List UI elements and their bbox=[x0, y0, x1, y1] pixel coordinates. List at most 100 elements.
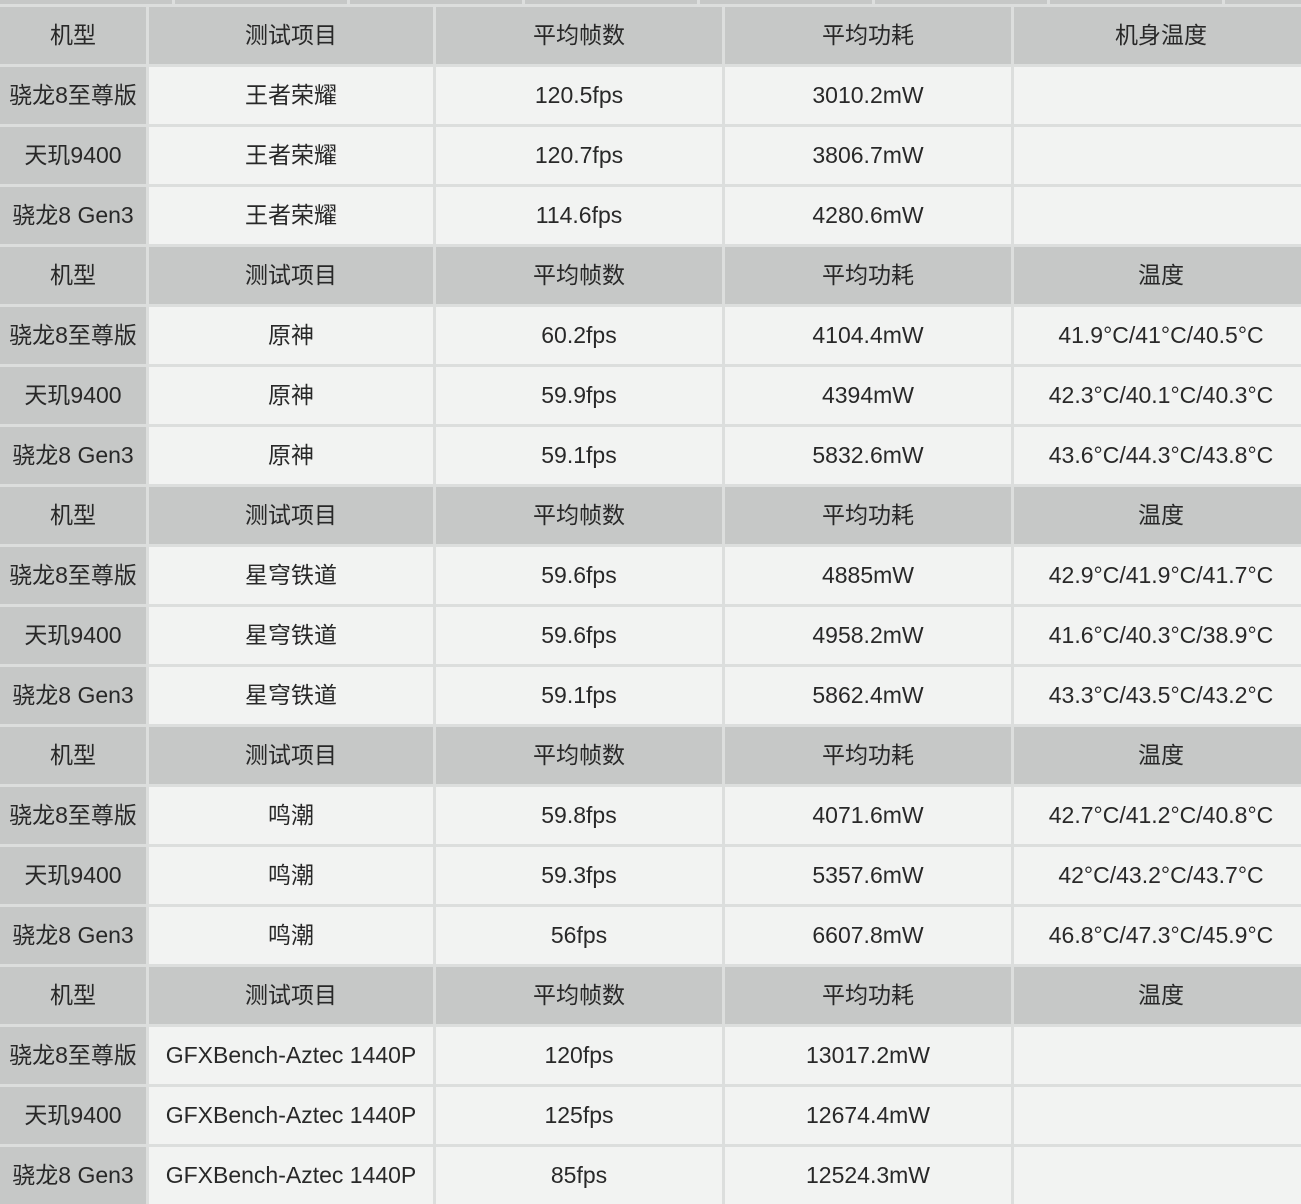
table-row: 骁龙8 Gen3 王者荣耀 114.6fps 4280.6mW bbox=[0, 187, 1301, 244]
cell-fps: 59.6fps bbox=[436, 547, 722, 604]
cell-fps: 60.2fps bbox=[436, 307, 722, 364]
header-cell-test: 测试项目 bbox=[149, 7, 433, 64]
cell-fps: 59.1fps bbox=[436, 667, 722, 724]
cell-temp: 41.9°C/41°C/40.5°C bbox=[1014, 307, 1301, 364]
cell-fps: 59.3fps bbox=[436, 847, 722, 904]
table-row: 骁龙8至尊版 GFXBench-Aztec 1440P 120fps 13017.2m… bbox=[0, 1027, 1301, 1084]
header-cell-model: 机型 bbox=[0, 487, 146, 544]
cell-temp: 41.6°C/40.3°C/38.9°C bbox=[1014, 607, 1301, 664]
header-cell-fps: 平均帧数 bbox=[436, 487, 722, 544]
section-header-row: 机型 测试项目 平均帧数 平均功耗 温度 bbox=[0, 727, 1301, 784]
header-cell-temp: 机身温度 bbox=[1014, 7, 1301, 64]
header-cell-fps: 平均帧数 bbox=[436, 967, 722, 1024]
cropped-cell bbox=[700, 0, 872, 4]
cropped-cell bbox=[525, 0, 697, 4]
header-cell-temp: 温度 bbox=[1014, 967, 1301, 1024]
cell-model: 骁龙8至尊版 bbox=[0, 67, 146, 124]
header-cell-power: 平均功耗 bbox=[725, 967, 1011, 1024]
table-row: 天玑9400 鸣潮 59.3fps 5357.6mW 42°C/43.2°C/43.7°… bbox=[0, 847, 1301, 904]
header-cell-model: 机型 bbox=[0, 727, 146, 784]
cell-model: 天玑9400 bbox=[0, 607, 146, 664]
cell-temp: 42°C/43.2°C/43.7°C bbox=[1014, 847, 1301, 904]
cell-temp bbox=[1014, 187, 1301, 244]
cell-power: 5862.4mW bbox=[725, 667, 1011, 724]
cropped-cell bbox=[1225, 0, 1301, 4]
header-cell-temp: 温度 bbox=[1014, 487, 1301, 544]
cell-model: 骁龙8 Gen3 bbox=[0, 187, 146, 244]
section-header-row: 机型 测试项目 平均帧数 平均功耗 机身温度 bbox=[0, 7, 1301, 64]
cell-test: 王者荣耀 bbox=[149, 127, 433, 184]
section-header-row: 机型 测试项目 平均帧数 平均功耗 温度 bbox=[0, 487, 1301, 544]
table-row: 骁龙8 Gen3 星穹铁道 59.1fps 5862.4mW 43.3°C/43.5°C… bbox=[0, 667, 1301, 724]
cell-model: 天玑9400 bbox=[0, 1087, 146, 1144]
cell-test: 鸣潮 bbox=[149, 847, 433, 904]
cell-fps: 120.7fps bbox=[436, 127, 722, 184]
cell-test: 星穹铁道 bbox=[149, 547, 433, 604]
cell-power: 4280.6mW bbox=[725, 187, 1011, 244]
cell-temp bbox=[1014, 1087, 1301, 1144]
header-cell-power: 平均功耗 bbox=[725, 7, 1011, 64]
cell-temp: 42.3°C/40.1°C/40.3°C bbox=[1014, 367, 1301, 424]
cell-fps: 125fps bbox=[436, 1087, 722, 1144]
cell-model: 骁龙8至尊版 bbox=[0, 307, 146, 364]
cell-model: 骁龙8 Gen3 bbox=[0, 427, 146, 484]
cropped-cell bbox=[0, 0, 172, 4]
cell-temp: 43.3°C/43.5°C/43.2°C bbox=[1014, 667, 1301, 724]
header-cell-power: 平均功耗 bbox=[725, 727, 1011, 784]
cell-power: 4104.4mW bbox=[725, 307, 1011, 364]
header-cell-test: 测试项目 bbox=[149, 247, 433, 304]
cell-power: 4394mW bbox=[725, 367, 1011, 424]
cell-fps: 59.8fps bbox=[436, 787, 722, 844]
header-cell-power: 平均功耗 bbox=[725, 247, 1011, 304]
header-cell-fps: 平均帧数 bbox=[436, 727, 722, 784]
cell-model: 天玑9400 bbox=[0, 847, 146, 904]
cell-temp: 43.6°C/44.3°C/43.8°C bbox=[1014, 427, 1301, 484]
cell-test: 鸣潮 bbox=[149, 787, 433, 844]
header-cell-temp: 温度 bbox=[1014, 727, 1301, 784]
cell-test: 原神 bbox=[149, 427, 433, 484]
cell-power: 4071.6mW bbox=[725, 787, 1011, 844]
cell-fps: 59.9fps bbox=[436, 367, 722, 424]
cropped-row-sliver bbox=[0, 0, 1301, 4]
cropped-cell bbox=[875, 0, 1047, 4]
cell-power: 4885mW bbox=[725, 547, 1011, 604]
cell-test: 原神 bbox=[149, 367, 433, 424]
table-row: 骁龙8至尊版 星穹铁道 59.6fps 4885mW 42.9°C/41.9°C/41.… bbox=[0, 547, 1301, 604]
cell-model: 天玑9400 bbox=[0, 127, 146, 184]
cell-test: 鸣潮 bbox=[149, 907, 433, 964]
cell-test: GFXBench-Aztec 1440P bbox=[149, 1087, 433, 1144]
header-cell-model: 机型 bbox=[0, 247, 146, 304]
cell-test: GFXBench-Aztec 1440P bbox=[149, 1147, 433, 1204]
cell-model: 骁龙8 Gen3 bbox=[0, 1147, 146, 1204]
cell-test: 星穹铁道 bbox=[149, 667, 433, 724]
header-cell-power: 平均功耗 bbox=[725, 487, 1011, 544]
table-row: 骁龙8 Gen3 鸣潮 56fps 6607.8mW 46.8°C/47.3°C/45.… bbox=[0, 907, 1301, 964]
cell-power: 6607.8mW bbox=[725, 907, 1011, 964]
header-cell-test: 测试项目 bbox=[149, 967, 433, 1024]
header-cell-test: 测试项目 bbox=[149, 727, 433, 784]
cell-test: 原神 bbox=[149, 307, 433, 364]
cell-test: 王者荣耀 bbox=[149, 187, 433, 244]
section-header-row: 机型 测试项目 平均帧数 平均功耗 温度 bbox=[0, 247, 1301, 304]
cell-model: 骁龙8至尊版 bbox=[0, 547, 146, 604]
cell-power: 3010.2mW bbox=[725, 67, 1011, 124]
cell-power: 5832.6mW bbox=[725, 427, 1011, 484]
cell-fps: 56fps bbox=[436, 907, 722, 964]
table-row: 天玑9400 GFXBench-Aztec 1440P 125fps 12674.4m… bbox=[0, 1087, 1301, 1144]
section-header-row: 机型 测试项目 平均帧数 平均功耗 温度 bbox=[0, 967, 1301, 1024]
cell-power: 13017.2mW bbox=[725, 1027, 1011, 1084]
cell-fps: 59.6fps bbox=[436, 607, 722, 664]
cell-test: 王者荣耀 bbox=[149, 67, 433, 124]
cell-power: 3806.7mW bbox=[725, 127, 1011, 184]
cell-model: 骁龙8至尊版 bbox=[0, 1027, 146, 1084]
table-row: 骁龙8至尊版 王者荣耀 120.5fps 3010.2mW bbox=[0, 67, 1301, 124]
cell-power: 4958.2mW bbox=[725, 607, 1011, 664]
cell-temp: 42.7°C/41.2°C/40.8°C bbox=[1014, 787, 1301, 844]
cell-model: 骁龙8 Gen3 bbox=[0, 667, 146, 724]
cell-power: 12674.4mW bbox=[725, 1087, 1011, 1144]
cell-model: 天玑9400 bbox=[0, 367, 146, 424]
cropped-cell bbox=[1050, 0, 1222, 4]
cell-power: 12524.3mW bbox=[725, 1147, 1011, 1204]
cell-temp: 46.8°C/47.3°C/45.9°C bbox=[1014, 907, 1301, 964]
header-cell-test: 测试项目 bbox=[149, 487, 433, 544]
